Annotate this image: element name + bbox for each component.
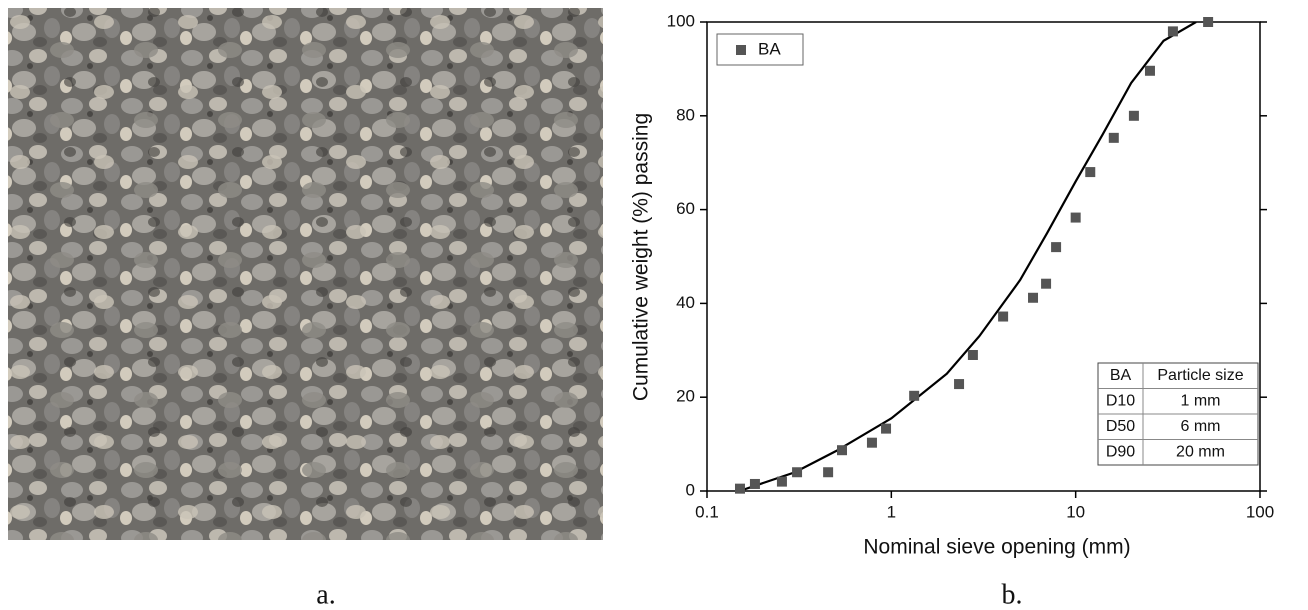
data-point (1051, 242, 1062, 253)
data-point (998, 311, 1009, 322)
y-tick-label: 0 (686, 480, 695, 499)
x-axis-label: Nominal sieve opening (mm) (863, 536, 1130, 559)
data-point (1203, 17, 1214, 27)
fit-curve (739, 22, 1197, 491)
table-cell: D50 (1106, 418, 1135, 435)
data-point (1144, 65, 1155, 76)
y-tick-label: 20 (676, 387, 695, 406)
data-point (1128, 110, 1139, 121)
data-point (1108, 132, 1119, 143)
data-point (837, 445, 848, 456)
data-point (1028, 292, 1039, 303)
panel-label: a. (316, 579, 335, 610)
data-point (823, 467, 834, 478)
x-tick-label: 0.1 (695, 502, 719, 521)
data-point (1085, 167, 1096, 178)
y-tick-label: 80 (676, 105, 695, 124)
legend-marker (736, 45, 746, 55)
table-cell: 1 mm (1181, 392, 1221, 409)
data-point (1167, 26, 1178, 37)
data-point (1041, 278, 1052, 289)
data-point (792, 467, 803, 478)
table-cell: BA (1110, 367, 1132, 384)
data-point (954, 379, 965, 390)
data-point (749, 478, 760, 489)
legend-label: BA (758, 39, 781, 58)
y-tick-label: 60 (676, 199, 695, 218)
y-tick-label: 40 (676, 293, 695, 312)
x-tick-label: 10 (1066, 502, 1085, 521)
table-cell: D10 (1106, 392, 1135, 409)
x-tick-label: 100 (1246, 502, 1274, 521)
table-cell: Particle size (1157, 367, 1243, 384)
plot-frame (706, 21, 1261, 492)
legend-box (716, 33, 804, 66)
photo-overlay (8, 8, 603, 540)
panel-label: b. (1002, 579, 1023, 610)
y-tick-label: 100 (667, 11, 695, 30)
data-point (881, 423, 892, 434)
data-point (866, 437, 877, 448)
y-axis-label: Cumulative weight (%) passing (630, 113, 653, 401)
data-point (1070, 212, 1081, 223)
data-point (776, 476, 787, 487)
table-cell: 6 mm (1181, 418, 1221, 435)
x-tick-label: 1 (887, 502, 896, 521)
data-point (967, 349, 978, 360)
data-point (734, 483, 745, 494)
table-cell: 20 mm (1176, 443, 1225, 460)
data-point (909, 390, 920, 401)
table-cell: D90 (1106, 443, 1135, 460)
